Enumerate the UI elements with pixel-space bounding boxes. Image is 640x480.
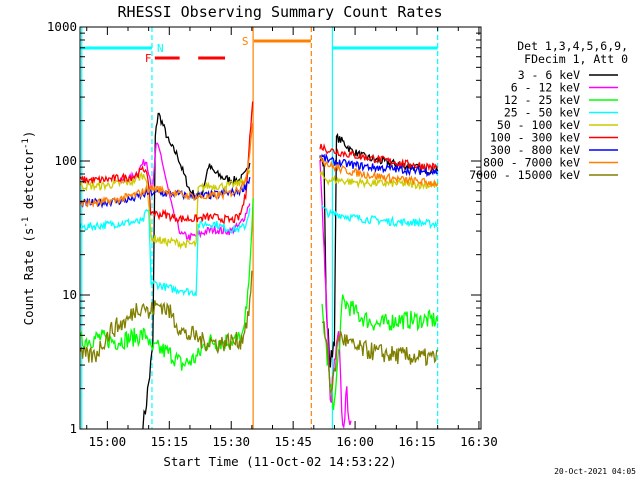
plot-frame xyxy=(79,26,482,430)
legend-header-line-1: Det 1,3,4,5,6,9, xyxy=(517,39,628,53)
series-7000-15000-kev-segment-2 xyxy=(321,321,438,393)
legend-label-800-7000-kev: 800 - 7000 keV xyxy=(483,156,580,170)
series-7000-15000-kev-segment-1 xyxy=(79,270,253,363)
x-tick-label: 15:00 xyxy=(89,434,127,449)
series-25-50-kev-segment-1 xyxy=(79,208,251,297)
chart-title: RHESSI Observing Summary Count Rates xyxy=(117,3,442,21)
x-tick-label: 16:00 xyxy=(336,434,374,449)
generation-timestamp: 20-Oct-2021 04:05 xyxy=(554,467,636,476)
series-25-50-kev-segment-2 xyxy=(321,204,439,230)
legend-label-12-25-kev: 12 - 25 keV xyxy=(504,93,580,107)
x-tick-label: 16:15 xyxy=(398,434,436,449)
legend-label-6-12-kev: 6 - 12 keV xyxy=(511,81,580,95)
legend-header-line-2: FDecim 1, Att 0 xyxy=(524,52,628,66)
x-tick-label: 15:15 xyxy=(150,434,188,449)
series-12-25-kev-segment-1 xyxy=(79,198,254,371)
y-tick-label: 1 xyxy=(69,421,77,436)
series-100-300-kev-segment-1 xyxy=(79,101,254,225)
legend-label-7000-15000-kev: 7000 - 15000 keV xyxy=(469,168,580,182)
y-axis-label: Count Rate (s-1 detector-1) xyxy=(21,131,36,326)
x-tick-label: 15:45 xyxy=(274,434,312,449)
state-label-s: S xyxy=(242,35,249,48)
y-tick-label: 10 xyxy=(62,287,77,302)
legend-label-3-6-kev: 3 - 6 keV xyxy=(518,68,580,82)
y-tick-label: 1000 xyxy=(47,19,77,34)
legend-label-100-300-kev: 100 - 300 keV xyxy=(490,131,580,145)
series-12-25-kev-segment-2 xyxy=(321,294,439,411)
series-50-100-kev-segment-2 xyxy=(319,169,438,190)
legend-label-300-800-kev: 300 - 800 keV xyxy=(490,143,580,157)
x-axis-label: Start Time (11-Oct-02 14:53:22) xyxy=(163,454,396,469)
series-800-7000-kev-segment-2 xyxy=(319,155,439,189)
series-100-300-kev-segment-2 xyxy=(319,142,438,173)
state-label-n: N xyxy=(157,42,164,55)
legend-label-50-100-kev: 50 - 100 keV xyxy=(497,118,580,132)
x-tick-label: 15:30 xyxy=(212,434,250,449)
x-tick-label: 16:30 xyxy=(460,434,498,449)
state-label-f: F xyxy=(145,52,152,65)
legend-label-25-50-kev: 25 - 50 keV xyxy=(504,106,580,120)
series-50-100-kev-segment-1 xyxy=(79,169,251,250)
series-300-800-kev-segment-2 xyxy=(319,152,438,178)
series-800-7000-kev-segment-1 xyxy=(80,122,254,208)
y-tick-label: 100 xyxy=(54,153,77,168)
